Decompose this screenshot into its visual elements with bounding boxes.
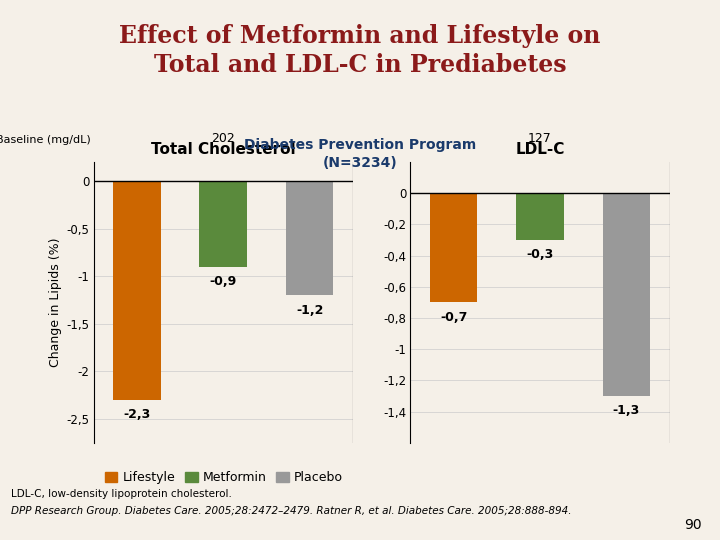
Text: Effect of Metformin and Lifestyle on
Total and LDL-C in Prediabetes: Effect of Metformin and Lifestyle on Tot… <box>120 24 600 77</box>
Text: -0,9: -0,9 <box>210 275 237 288</box>
Bar <box>430 193 477 302</box>
Text: LDL-C, low-density lipoprotein cholesterol.: LDL-C, low-density lipoprotein cholester… <box>11 489 232 499</box>
Text: Diabetes Prevention Program
(N=3234): Diabetes Prevention Program (N=3234) <box>244 138 476 170</box>
Bar <box>603 193 650 396</box>
Legend: Lifestyle, Metformin, Placebo: Lifestyle, Metformin, Placebo <box>100 466 348 489</box>
Title: Total Cholesterol: Total Cholesterol <box>151 141 295 157</box>
Title: LDL-C: LDL-C <box>516 141 564 157</box>
Bar <box>516 193 564 240</box>
Text: Baseline (mg/dL): Baseline (mg/dL) <box>0 135 91 145</box>
Text: 202: 202 <box>212 132 235 145</box>
Bar <box>286 181 333 295</box>
Text: 90: 90 <box>685 518 702 532</box>
Bar <box>199 181 247 267</box>
Y-axis label: Change in Lipids (%): Change in Lipids (%) <box>49 238 62 367</box>
Text: -2,3: -2,3 <box>123 408 150 421</box>
Text: -0,3: -0,3 <box>526 248 554 261</box>
Text: -0,7: -0,7 <box>440 311 467 324</box>
Text: DPP Research Group. Diabetes Care. 2005;28:2472–2479. Ratner R, et al. Diabetes : DPP Research Group. Diabetes Care. 2005;… <box>11 506 571 516</box>
Bar <box>113 181 161 400</box>
Text: 127: 127 <box>528 132 552 145</box>
Text: -1,3: -1,3 <box>613 404 640 417</box>
Text: -1,2: -1,2 <box>296 303 323 316</box>
